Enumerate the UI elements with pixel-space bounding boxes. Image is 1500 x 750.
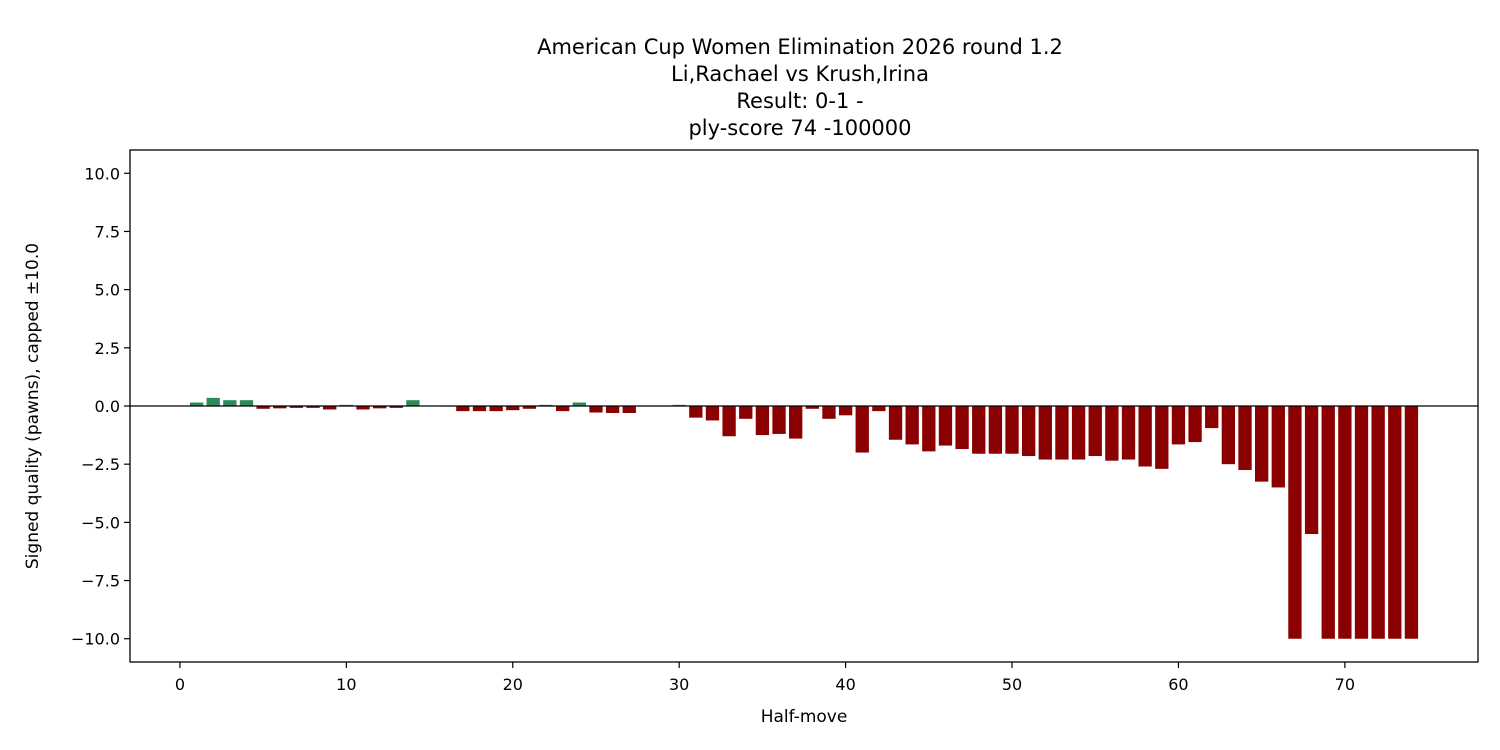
bar-halfmove-59 <box>1155 406 1169 469</box>
bar-halfmove-44 <box>905 406 919 445</box>
bar-halfmove-4 <box>239 400 254 406</box>
bar-halfmove-56 <box>1105 406 1119 461</box>
bar-halfmove-34 <box>739 406 753 419</box>
bar-halfmove-61 <box>1188 406 1202 443</box>
y-tick-label-5: −2.5 <box>81 455 120 474</box>
bar-halfmove-24 <box>572 402 586 406</box>
bar-halfmove-67 <box>1288 406 1302 639</box>
title-line-2: Li,Rachael vs Krush,Irina <box>671 62 929 86</box>
bar-halfmove-47 <box>955 406 969 450</box>
title-line-1: American Cup Women Elimination 2026 roun… <box>537 35 1063 59</box>
bar-halfmove-18 <box>472 406 487 412</box>
bar-halfmove-12 <box>372 406 387 409</box>
y-axis-ticks: 10.0 7.5 5.0 2.5 0.0 −2.5 −5.0 −7.5 −10.0 <box>71 164 130 649</box>
y-tick-label-8: −10.0 <box>71 630 120 649</box>
bar-halfmove-50 <box>1005 406 1019 454</box>
bar-halfmove-7 <box>289 406 304 408</box>
y-tick-label-3: 2.5 <box>95 339 120 358</box>
bar-halfmove-31 <box>689 406 703 418</box>
title-line-3: Result: 0-1 - <box>736 89 863 113</box>
bar-halfmove-69 <box>1321 406 1335 639</box>
x-axis-ticks: 0 10 20 30 40 50 60 70 <box>175 662 1355 694</box>
title-line-4: ply-score 74 -100000 <box>688 116 911 140</box>
x-tick-label-30: 30 <box>669 675 689 694</box>
bar-halfmove-17 <box>456 406 470 412</box>
bar-halfmove-27 <box>622 406 636 413</box>
bar-halfmove-8 <box>306 406 320 408</box>
bar-halfmove-63 <box>1221 406 1236 465</box>
bar-halfmove-5 <box>256 406 270 409</box>
x-tick-label-0: 0 <box>175 675 185 694</box>
bar-halfmove-54 <box>1071 406 1086 460</box>
bar-halfmove-57 <box>1121 406 1136 460</box>
bar-halfmove-66 <box>1271 406 1285 488</box>
bar-halfmove-58 <box>1138 406 1152 467</box>
bar-halfmove-48 <box>972 406 986 454</box>
bar-halfmove-65 <box>1255 406 1269 482</box>
x-tick-label-20: 20 <box>503 675 523 694</box>
bar-halfmove-70 <box>1338 406 1352 639</box>
y-tick-label-4: 0.0 <box>95 397 120 416</box>
x-tick-label-60: 60 <box>1168 675 1188 694</box>
bar-halfmove-25 <box>589 406 603 413</box>
bar-halfmove-64 <box>1238 406 1252 470</box>
x-tick-label-40: 40 <box>835 675 855 694</box>
bar-halfmove-49 <box>988 406 1003 454</box>
bar-halfmove-51 <box>1022 406 1036 457</box>
y-tick-label-2: 5.0 <box>95 281 120 300</box>
bar-halfmove-36 <box>772 406 786 434</box>
bar-halfmove-26 <box>605 406 620 413</box>
bar-halfmove-6 <box>273 406 287 409</box>
bar-halfmove-1 <box>189 402 204 406</box>
bar-halfmove-60 <box>1171 406 1186 445</box>
bar-halfmove-73 <box>1388 406 1402 639</box>
bar-halfmove-40 <box>838 406 853 416</box>
x-tick-label-50: 50 <box>1002 675 1022 694</box>
bar-halfmove-43 <box>888 406 903 440</box>
bar-halfmove-72 <box>1371 406 1385 639</box>
bar-halfmove-37 <box>789 406 803 439</box>
bar-halfmove-33 <box>722 406 736 437</box>
bar-halfmove-19 <box>489 406 503 412</box>
bar-halfmove-38 <box>805 406 819 409</box>
bar-halfmove-46 <box>938 406 953 446</box>
bar-halfmove-11 <box>356 406 370 410</box>
bar-halfmove-3 <box>223 400 237 406</box>
x-tick-label-70: 70 <box>1335 675 1355 694</box>
bar-halfmove-68 <box>1304 406 1319 534</box>
bar-halfmove-14 <box>406 400 420 406</box>
y-axis-label: Signed quality (pawns), capped ±10.0 <box>23 243 43 569</box>
bar-halfmove-2 <box>206 397 220 406</box>
bar-halfmove-13 <box>389 406 403 408</box>
bar-halfmove-9 <box>323 406 337 410</box>
bar-halfmove-45 <box>922 406 936 452</box>
bars <box>189 397 1419 639</box>
bar-halfmove-42 <box>872 406 886 412</box>
chart-title: American Cup Women Elimination 2026 roun… <box>537 35 1063 140</box>
bar-halfmove-71 <box>1354 406 1369 639</box>
bar-halfmove-55 <box>1088 406 1102 457</box>
y-tick-label-0: 10.0 <box>84 164 120 183</box>
bar-halfmove-21 <box>522 406 537 409</box>
bar-halfmove-52 <box>1038 406 1052 460</box>
bar-halfmove-32 <box>705 406 720 421</box>
y-tick-label-6: −5.0 <box>81 513 120 532</box>
bar-halfmove-41 <box>855 406 869 453</box>
bar-halfmove-23 <box>556 406 570 412</box>
y-tick-label-7: −7.5 <box>81 572 120 591</box>
bar-halfmove-35 <box>755 406 770 436</box>
bar-halfmove-62 <box>1205 406 1219 429</box>
x-axis-label: Half-move <box>761 707 848 727</box>
bar-halfmove-39 <box>822 406 836 419</box>
x-tick-label-10: 10 <box>336 675 356 694</box>
bar-halfmove-74 <box>1404 406 1419 639</box>
bar-halfmove-53 <box>1055 406 1069 460</box>
bar-halfmove-20 <box>506 406 520 411</box>
y-tick-label-1: 7.5 <box>95 222 120 241</box>
